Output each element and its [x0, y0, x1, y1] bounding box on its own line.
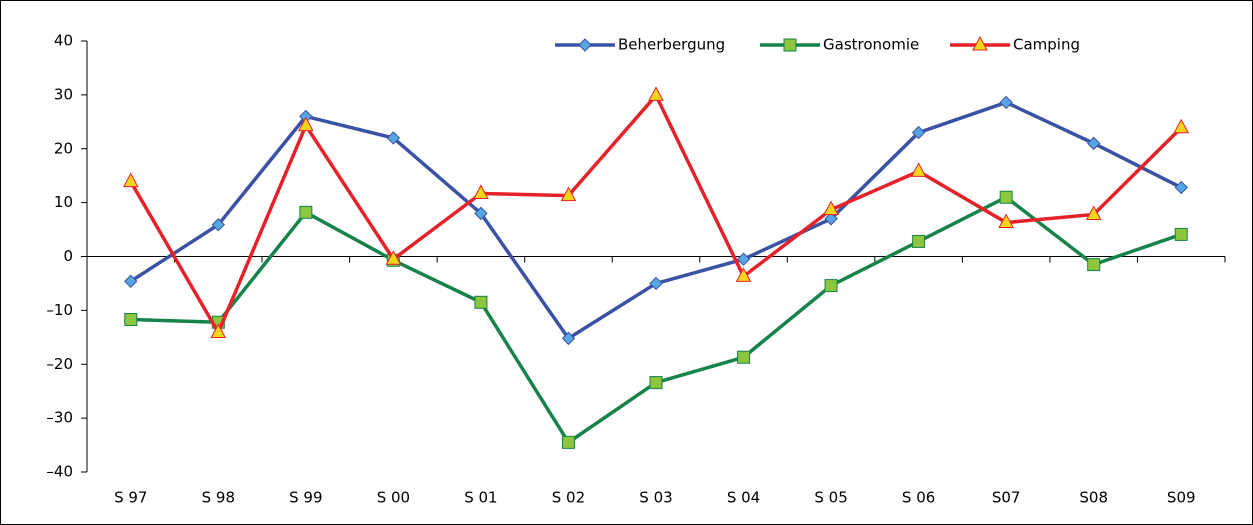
- x-tick-label: S 00: [377, 489, 410, 507]
- y-tick-label: 0: [63, 247, 73, 265]
- x-tick-label: S 01: [464, 489, 497, 507]
- data-point: [1085, 205, 1102, 220]
- y-tick-label: 10: [54, 193, 73, 211]
- x-tick-label: S 98: [202, 489, 235, 507]
- data-point: [648, 86, 664, 101]
- data-point: [735, 267, 752, 282]
- data-point: [736, 252, 751, 266]
- x-tick-label: S 06: [902, 489, 935, 507]
- data-point: [649, 376, 663, 390]
- legend-marker: [783, 38, 797, 52]
- data-point: [561, 435, 575, 449]
- data-point: [912, 234, 926, 248]
- legend-label: Beherbergung: [618, 36, 725, 54]
- x-tick-label: S 02: [552, 489, 585, 507]
- x-tick-label: S 97: [114, 489, 147, 507]
- data-point: [998, 213, 1014, 229]
- data-point: [561, 331, 576, 346]
- data-point: [474, 206, 488, 221]
- legend-marker: [578, 38, 592, 52]
- x-tick-label: S08: [1079, 489, 1108, 507]
- legend-marker: [972, 35, 988, 51]
- data-point: [824, 212, 838, 226]
- data-point: [1174, 180, 1188, 195]
- data-point: [298, 116, 314, 132]
- data-point: [737, 350, 751, 364]
- x-tick-label: S 04: [727, 489, 760, 507]
- data-point: [999, 95, 1013, 110]
- x-tick-label: S 03: [639, 489, 672, 507]
- y-tick-label: –20: [46, 355, 73, 373]
- y-tick-label: 30: [54, 85, 73, 103]
- x-tick-label: S 99: [289, 489, 322, 507]
- legend-label: Camping: [1013, 36, 1080, 54]
- data-point: [824, 279, 838, 293]
- x-tick-label: S07: [992, 489, 1021, 507]
- data-point: [1173, 118, 1190, 134]
- data-point: [473, 184, 489, 199]
- data-point: [999, 190, 1013, 204]
- y-tick-label: –30: [46, 409, 73, 427]
- data-point: [823, 200, 839, 216]
- x-tick-label: S09: [1167, 489, 1196, 507]
- data-point: [124, 274, 138, 288]
- data-point: [649, 276, 663, 291]
- x-tick-label: S 05: [814, 489, 847, 507]
- data-point: [911, 125, 926, 140]
- data-point: [1086, 136, 1101, 151]
- data-point: [910, 162, 927, 177]
- data-point: [386, 131, 401, 145]
- data-point: [474, 295, 488, 309]
- y-tick-label: –40: [46, 463, 73, 481]
- data-point: [211, 218, 226, 232]
- y-tick-label: –10: [46, 301, 73, 319]
- data-point: [560, 186, 577, 202]
- y-tick-label: 40: [54, 32, 73, 50]
- data-point: [122, 172, 139, 188]
- data-point: [124, 313, 138, 327]
- data-point: [1174, 227, 1188, 241]
- data-point: [385, 250, 402, 265]
- data-point: [299, 205, 313, 219]
- data-point: [210, 323, 227, 338]
- legend-label: Gastronomie: [823, 36, 919, 54]
- y-tick-label: 20: [54, 139, 73, 157]
- data-point: [1087, 258, 1101, 272]
